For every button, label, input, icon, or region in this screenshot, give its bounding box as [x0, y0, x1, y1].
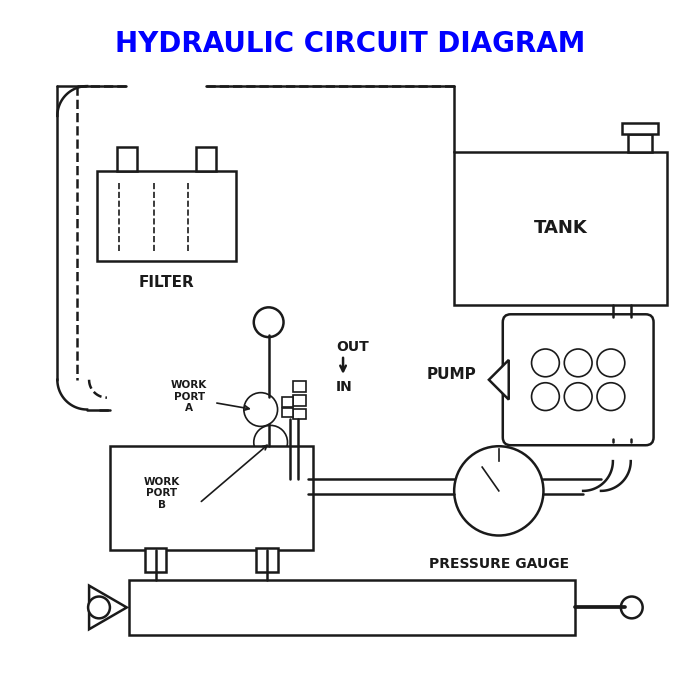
Bar: [622, 122, 657, 134]
Text: HYDRAULIC CIRCUIT DIAGRAM: HYDRAULIC CIRCUIT DIAGRAM: [115, 30, 585, 58]
Circle shape: [254, 307, 284, 337]
Bar: [281, 397, 293, 407]
Bar: [293, 395, 307, 405]
Circle shape: [244, 393, 278, 426]
Bar: [293, 409, 307, 419]
Bar: [196, 146, 216, 172]
Text: WORK
PORT
A: WORK PORT A: [172, 380, 207, 413]
Bar: [281, 407, 293, 417]
Text: PRESSURE GAUGE: PRESSURE GAUGE: [428, 557, 569, 571]
Circle shape: [564, 349, 592, 377]
Bar: [110, 446, 314, 550]
Circle shape: [88, 596, 110, 618]
Circle shape: [597, 383, 625, 410]
Bar: [454, 152, 668, 305]
Bar: [145, 548, 167, 572]
Bar: [129, 580, 575, 635]
Bar: [97, 172, 236, 260]
FancyBboxPatch shape: [503, 314, 654, 445]
Text: TANK: TANK: [534, 220, 588, 237]
Bar: [117, 146, 136, 172]
Circle shape: [531, 349, 559, 377]
Circle shape: [454, 446, 543, 536]
Bar: [256, 548, 278, 572]
Bar: [628, 134, 652, 152]
Text: IN: IN: [336, 379, 353, 393]
Text: PUMP: PUMP: [426, 368, 476, 382]
Circle shape: [621, 596, 643, 618]
Circle shape: [564, 383, 592, 410]
Circle shape: [254, 426, 288, 459]
Text: OUT: OUT: [336, 340, 369, 354]
Polygon shape: [489, 360, 509, 400]
Text: WORK
PORT
B: WORK PORT B: [144, 477, 180, 510]
Text: FILTER: FILTER: [139, 275, 195, 290]
Circle shape: [531, 383, 559, 410]
Polygon shape: [89, 586, 127, 629]
Circle shape: [597, 349, 625, 377]
Bar: [293, 381, 307, 392]
